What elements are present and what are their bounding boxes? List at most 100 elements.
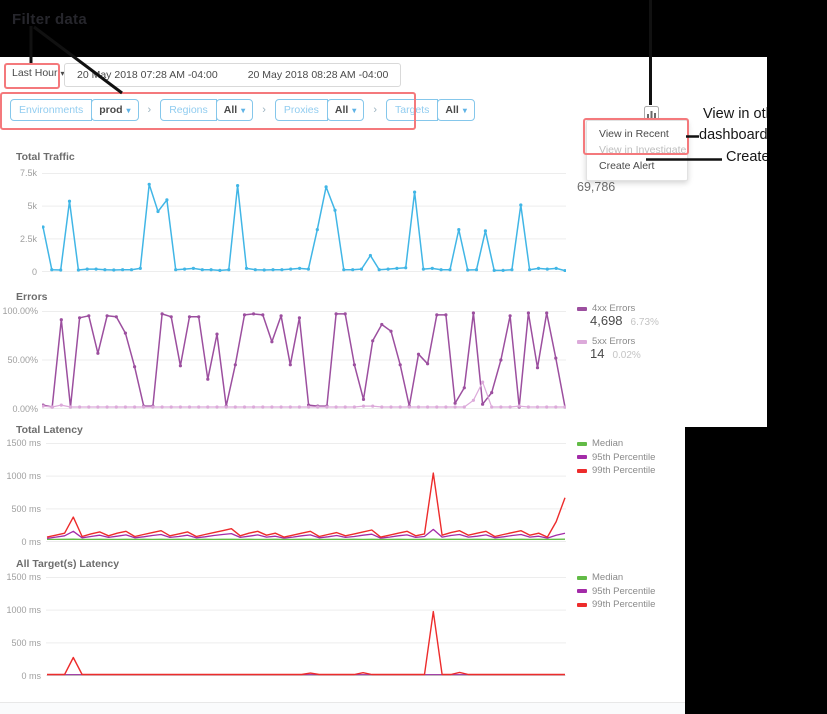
total-traffic-chart[interactable] [41, 173, 567, 273]
menu-item-view-in-investigate[interactable]: View in Investigate [599, 144, 687, 156]
chart-title-all-targets-latency: All Target(s) Latency [16, 558, 120, 570]
all-targets-latency-chart[interactable] [46, 577, 566, 676]
data-point [129, 268, 134, 272]
data-point [316, 405, 320, 409]
data-point [536, 266, 541, 270]
data-point [253, 268, 257, 272]
chart-canvas [41, 173, 567, 273]
data-point [178, 405, 182, 409]
chevron-right-icon: › [147, 104, 152, 116]
data-point [78, 405, 82, 409]
y-axis-tick: 2.5k [19, 234, 37, 244]
data-point [233, 363, 237, 367]
data-point [261, 313, 265, 317]
data-point [492, 268, 496, 272]
filter-targets[interactable]: Targets All ▾ [385, 99, 475, 121]
annotation-view-dashboards-line2: dashboard [699, 127, 767, 143]
chevron-right-icon: › [262, 104, 266, 116]
data-point [351, 268, 355, 272]
context-menu: View in Recent View in Investigate Creat… [586, 120, 688, 181]
annotation-create-alert: Create a [726, 149, 767, 165]
data-point [535, 405, 540, 409]
total-latency-chart[interactable] [46, 443, 566, 542]
data-point [297, 316, 301, 320]
data-point [87, 405, 91, 409]
data-point [169, 405, 173, 409]
legend-swatch [577, 441, 587, 446]
series-line [46, 472, 566, 538]
data-point [187, 315, 192, 319]
data-point [288, 405, 292, 409]
filter-value-dropdown[interactable]: All ▾ [326, 99, 365, 121]
y-axis-tick: 0 ms [21, 671, 41, 681]
filter-proxies[interactable]: Proxies All ▾ [274, 99, 365, 121]
legend-label: 99th Percentile [592, 465, 656, 476]
data-point [361, 397, 366, 401]
legend-swatch [577, 575, 587, 580]
legend-item: Median [577, 438, 623, 449]
date-end: 20 May 2018 08:28 AM -04:00 [247, 69, 389, 81]
data-point [94, 267, 98, 271]
data-point [343, 405, 347, 409]
legend-label: Median [592, 572, 624, 583]
menu-item-create-alert[interactable]: Create Alert [599, 160, 655, 172]
menu-item-view-in-recent[interactable]: View in Recent [599, 128, 669, 140]
data-point [262, 268, 266, 272]
data-point [244, 266, 249, 270]
filter-regions[interactable]: Regions All ▾ [160, 99, 254, 121]
bottom-strip [0, 702, 685, 714]
chart-icon[interactable] [644, 106, 659, 126]
data-point [236, 184, 240, 188]
data-point [398, 405, 402, 409]
errors-chart[interactable] [41, 311, 567, 409]
data-point [297, 405, 301, 409]
time-range-label: Last Hour [12, 67, 58, 79]
data-point [187, 405, 192, 409]
chevron-down-icon: ▾ [241, 105, 246, 115]
error-count: 14 [590, 346, 605, 361]
data-point [501, 268, 505, 272]
data-point [142, 405, 146, 409]
data-point [160, 405, 164, 409]
data-point [96, 351, 100, 355]
data-point [342, 268, 346, 272]
y-axis-tick: 0 [31, 267, 37, 277]
filter-environments[interactable]: Environments prod ▾ [10, 99, 139, 121]
legend-5xx-errors: 5xx Errors [577, 336, 635, 347]
filter-value-dropdown[interactable]: All ▾ [215, 99, 254, 121]
data-point [333, 208, 337, 212]
filter-value-dropdown[interactable]: All ▾ [437, 99, 475, 121]
series-line [42, 183, 566, 272]
data-point [490, 405, 494, 409]
data-point [510, 268, 514, 272]
time-range-dropdown[interactable]: Last Hour ▾ [12, 67, 64, 79]
data-point [439, 268, 443, 272]
filter-value-dropdown[interactable]: prod ▾ [91, 99, 139, 121]
data-point [252, 312, 256, 316]
date-range-box[interactable]: 20 May 2018 07:28 AM -04:00 20 May 2018 … [64, 63, 402, 87]
data-point [41, 225, 45, 229]
data-point [377, 268, 381, 272]
data-point [508, 314, 512, 318]
data-point [242, 313, 247, 317]
data-point [466, 268, 470, 272]
data-point [227, 268, 231, 272]
legend-label: 95th Percentile [592, 451, 656, 463]
data-point [368, 253, 372, 258]
data-point [209, 268, 213, 272]
data-point [280, 268, 284, 272]
data-point [59, 403, 63, 407]
data-point [499, 405, 503, 409]
data-point [270, 340, 274, 344]
filter-value: All [334, 104, 349, 116]
data-point [218, 268, 222, 272]
data-point [462, 386, 466, 390]
data-point [453, 405, 457, 409]
data-point [178, 364, 182, 368]
filter-value: prod [99, 104, 123, 116]
data-point [123, 331, 127, 335]
data-point [324, 185, 328, 189]
data-point [271, 268, 275, 272]
data-point [50, 405, 54, 409]
data-point [448, 268, 452, 272]
